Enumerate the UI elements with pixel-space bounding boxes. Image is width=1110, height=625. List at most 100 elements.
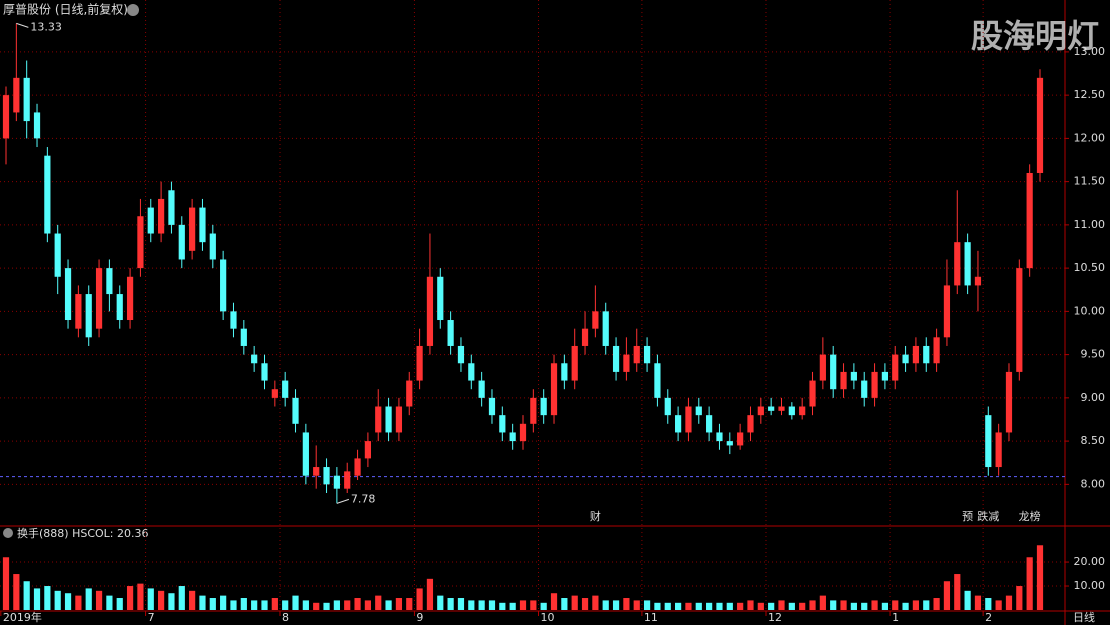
candle-body bbox=[633, 345, 640, 364]
volume-bar bbox=[799, 602, 806, 610]
candle-body bbox=[33, 112, 41, 139]
event-marker: 财 bbox=[590, 509, 601, 523]
volume-bar bbox=[375, 595, 382, 610]
volume-bar bbox=[530, 600, 537, 610]
candle-body bbox=[375, 406, 382, 433]
candle-body bbox=[706, 415, 713, 433]
x-tick-label: 9 bbox=[416, 611, 423, 624]
y-tick-label: 12.00 bbox=[1074, 131, 1106, 144]
volume-bar bbox=[840, 600, 847, 610]
min-label: 7.78 bbox=[351, 492, 376, 505]
candle-body bbox=[54, 233, 61, 277]
volume-bar bbox=[623, 598, 630, 610]
volume-bar bbox=[240, 598, 247, 610]
volume-bar bbox=[75, 595, 82, 610]
x-tick-label: 8 bbox=[282, 611, 289, 624]
watermark: 股海明灯 bbox=[971, 17, 1099, 55]
volume-bar bbox=[499, 602, 506, 610]
x-tick-label: 1 bbox=[892, 611, 899, 624]
volume-bar bbox=[13, 574, 20, 610]
volume-bar bbox=[395, 598, 403, 610]
volume-bar bbox=[768, 602, 775, 610]
candle-body bbox=[923, 345, 930, 364]
volume-bar bbox=[943, 581, 951, 610]
candle-body bbox=[157, 198, 165, 234]
candle-body bbox=[654, 363, 661, 398]
candle-body bbox=[799, 406, 806, 416]
volume-bar bbox=[809, 600, 816, 610]
y-tick-label: 9.50 bbox=[1081, 348, 1106, 361]
volume-bar bbox=[220, 595, 227, 610]
y-tick-label: 9.00 bbox=[1081, 391, 1106, 404]
candle-body bbox=[478, 380, 485, 398]
volume-bar bbox=[364, 600, 372, 610]
volume-bar bbox=[137, 583, 144, 610]
candle-body bbox=[788, 406, 795, 416]
candle-body bbox=[488, 397, 496, 416]
volume-bar bbox=[902, 602, 909, 610]
menu-icon[interactable] bbox=[127, 4, 139, 16]
indicator-label: 换手(888) HSCOL: 20.36 bbox=[17, 526, 149, 540]
candle-body bbox=[985, 415, 992, 468]
candle-body bbox=[261, 363, 268, 381]
x-tick-label: 11 bbox=[644, 611, 658, 624]
volume-bar bbox=[716, 602, 723, 610]
volume-bar bbox=[292, 595, 299, 610]
y-tick-label: 12.50 bbox=[1074, 88, 1106, 101]
volume-bar bbox=[664, 602, 671, 610]
volume-bar bbox=[333, 600, 340, 610]
volume-bar bbox=[592, 595, 599, 610]
volume-bar bbox=[437, 595, 444, 610]
candle-body bbox=[592, 311, 599, 329]
y-tick-label: 13.00 bbox=[1074, 45, 1106, 58]
candle-body bbox=[282, 380, 289, 398]
candle-body bbox=[406, 380, 413, 407]
candle-body bbox=[581, 328, 589, 346]
volume-bar bbox=[478, 600, 485, 610]
volume-bar bbox=[323, 602, 330, 610]
candle-body bbox=[1026, 172, 1033, 269]
volume-bar bbox=[550, 593, 558, 610]
volume-bar bbox=[1005, 595, 1013, 610]
volume-bar bbox=[468, 600, 475, 610]
candle-body bbox=[302, 432, 309, 476]
volume-bar bbox=[1026, 557, 1033, 610]
candle-body bbox=[147, 207, 154, 234]
min-pointer bbox=[336, 498, 350, 504]
candle-body bbox=[354, 458, 361, 476]
volume-bar bbox=[954, 574, 961, 610]
candle-body bbox=[550, 363, 558, 416]
candle-body bbox=[126, 276, 134, 321]
candle-body bbox=[230, 311, 237, 329]
candle-body bbox=[964, 242, 971, 286]
volume-bar bbox=[230, 600, 237, 610]
volume-bar bbox=[147, 588, 154, 610]
volume-bar bbox=[995, 600, 1002, 610]
volume-bar bbox=[509, 602, 516, 610]
indicator-menu-icon[interactable] bbox=[3, 528, 13, 538]
volume-bar bbox=[571, 595, 578, 610]
volume-bar bbox=[685, 602, 692, 610]
candle-body bbox=[902, 354, 909, 364]
volume-bar bbox=[33, 588, 41, 610]
volume-bar bbox=[923, 600, 930, 610]
candle-body bbox=[364, 441, 372, 459]
volume-bar bbox=[643, 600, 651, 610]
max-pointer bbox=[16, 22, 29, 28]
candle-body bbox=[943, 285, 951, 338]
x-tick-label: 7 bbox=[148, 611, 155, 624]
candle-body bbox=[612, 345, 620, 372]
candle-body bbox=[861, 380, 868, 398]
candle-body bbox=[106, 268, 113, 295]
volume-bar bbox=[540, 602, 547, 610]
volume-bar bbox=[354, 598, 361, 610]
candle-body bbox=[178, 224, 185, 260]
volume-bar bbox=[871, 600, 878, 610]
volume-bar bbox=[633, 600, 640, 610]
y-tick-label: 10.00 bbox=[1074, 304, 1106, 317]
volume-bar bbox=[778, 600, 785, 610]
candle-body bbox=[44, 155, 51, 234]
volume-bar bbox=[581, 598, 589, 610]
